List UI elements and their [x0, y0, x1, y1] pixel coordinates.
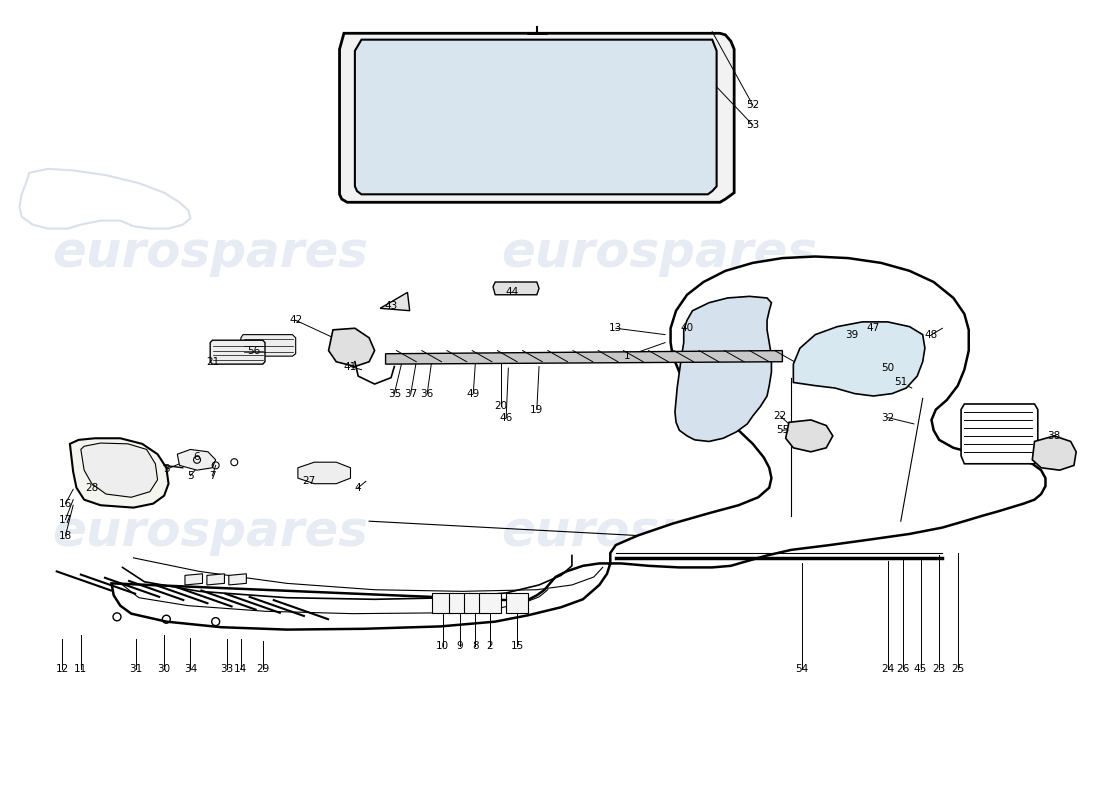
Polygon shape	[381, 292, 409, 310]
Polygon shape	[785, 420, 833, 452]
Polygon shape	[229, 574, 246, 585]
Text: 43: 43	[384, 301, 398, 311]
Polygon shape	[340, 34, 734, 202]
Text: 11: 11	[74, 665, 88, 674]
Text: 49: 49	[466, 389, 480, 398]
Polygon shape	[431, 593, 453, 613]
Polygon shape	[177, 450, 216, 470]
Text: 1: 1	[624, 351, 630, 361]
Text: 28: 28	[85, 482, 98, 493]
Text: 50: 50	[881, 363, 894, 373]
Text: 48: 48	[925, 330, 938, 340]
Text: 37: 37	[404, 389, 417, 398]
Text: 31: 31	[129, 665, 142, 674]
Text: 41: 41	[344, 362, 358, 371]
Polygon shape	[506, 593, 528, 613]
Text: eurospares: eurospares	[502, 229, 817, 277]
Text: 38: 38	[1047, 431, 1060, 441]
Polygon shape	[449, 593, 471, 613]
Text: 6: 6	[194, 453, 200, 462]
Polygon shape	[478, 593, 500, 613]
Text: eurospares: eurospares	[502, 507, 817, 555]
Polygon shape	[185, 574, 202, 585]
Polygon shape	[111, 257, 1045, 630]
Text: 13: 13	[609, 323, 623, 334]
Text: 53: 53	[746, 120, 759, 130]
Text: 25: 25	[952, 665, 965, 674]
Polygon shape	[675, 296, 771, 442]
Text: 5: 5	[187, 470, 194, 481]
Text: 39: 39	[845, 330, 858, 340]
Text: 7: 7	[209, 470, 216, 481]
Text: 20: 20	[494, 401, 507, 410]
Text: 40: 40	[681, 323, 694, 334]
Text: 12: 12	[56, 665, 69, 674]
Polygon shape	[80, 443, 157, 498]
Text: 34: 34	[184, 665, 197, 674]
Text: 19: 19	[530, 405, 543, 414]
Text: 15: 15	[510, 641, 524, 650]
Polygon shape	[207, 574, 224, 585]
Text: 30: 30	[157, 665, 170, 674]
Text: 22: 22	[773, 411, 786, 421]
Polygon shape	[961, 404, 1037, 464]
Text: 47: 47	[867, 323, 880, 334]
Text: 51: 51	[894, 378, 908, 387]
Polygon shape	[386, 350, 782, 364]
Text: 32: 32	[881, 413, 894, 422]
Polygon shape	[493, 282, 539, 294]
Text: 9: 9	[456, 641, 463, 650]
Text: eurospares: eurospares	[52, 507, 368, 555]
Polygon shape	[793, 322, 925, 396]
Text: 2: 2	[486, 641, 493, 650]
Text: 45: 45	[914, 665, 927, 674]
Text: 23: 23	[933, 665, 946, 674]
Text: 29: 29	[256, 665, 270, 674]
Text: 10: 10	[436, 641, 449, 650]
Text: 8: 8	[472, 641, 478, 650]
Text: 55: 55	[776, 426, 789, 435]
Text: eurospares: eurospares	[52, 229, 368, 277]
Text: 17: 17	[59, 514, 73, 525]
Polygon shape	[329, 328, 375, 366]
Text: 36: 36	[420, 389, 433, 398]
Text: 35: 35	[387, 389, 402, 398]
Text: 44: 44	[505, 287, 518, 298]
Polygon shape	[241, 334, 296, 356]
Text: 21: 21	[206, 357, 219, 366]
Text: 33: 33	[220, 665, 233, 674]
Polygon shape	[355, 40, 716, 194]
Text: 56: 56	[248, 346, 261, 355]
Text: 46: 46	[499, 413, 513, 422]
Polygon shape	[210, 340, 265, 364]
Text: 42: 42	[289, 315, 302, 326]
Text: 27: 27	[302, 476, 316, 486]
Polygon shape	[464, 593, 486, 613]
Text: 4: 4	[355, 482, 362, 493]
Polygon shape	[1032, 436, 1076, 470]
Text: 14: 14	[234, 665, 248, 674]
Text: 52: 52	[746, 100, 759, 110]
Polygon shape	[70, 438, 168, 508]
Text: 16: 16	[59, 498, 73, 509]
Polygon shape	[298, 462, 351, 484]
Text: 3: 3	[163, 464, 169, 474]
Text: 18: 18	[59, 530, 73, 541]
Text: 26: 26	[896, 665, 910, 674]
Text: 54: 54	[795, 665, 808, 674]
Text: 24: 24	[881, 665, 894, 674]
